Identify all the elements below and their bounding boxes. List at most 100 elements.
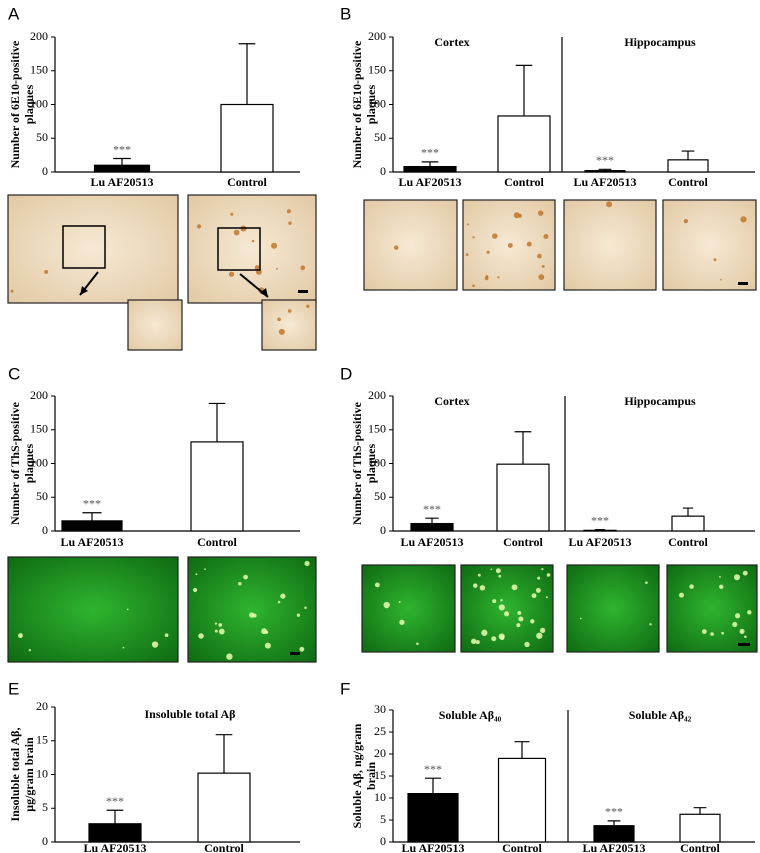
plaque-spot xyxy=(465,253,469,256)
panel-label: F xyxy=(340,679,350,698)
group-title: Hippocampus xyxy=(624,394,696,408)
plaque-spot xyxy=(233,229,240,236)
error-bar xyxy=(425,517,439,524)
plaque-spot xyxy=(214,629,218,633)
plaque-spot xyxy=(740,216,747,223)
y-tick-label: 50 xyxy=(36,130,48,144)
plaque-spot xyxy=(238,581,242,586)
x-tick-label: Lu AF20513 xyxy=(90,175,153,189)
plaque-spot xyxy=(504,611,510,617)
x-tick-label: Control xyxy=(227,175,267,189)
plaque-spot xyxy=(538,274,545,280)
x-tick-label: Lu AF20513 xyxy=(398,175,461,189)
plaque-spot xyxy=(472,236,475,239)
plaque-spot xyxy=(507,242,513,248)
y-tick-label: 150 xyxy=(30,63,48,77)
plaque-spot xyxy=(306,304,310,308)
error-bar xyxy=(681,150,695,160)
plaque-spot xyxy=(466,223,469,226)
significance: *** xyxy=(423,502,441,516)
arrow-head xyxy=(260,288,268,297)
plaque-spot xyxy=(481,629,488,636)
inset-box xyxy=(62,225,106,269)
y-tick-label: 100 xyxy=(368,96,386,110)
plaque-spot xyxy=(218,623,223,627)
y-axis-label: Insoluble total Aβ, xyxy=(8,727,22,821)
micrograph xyxy=(662,199,757,291)
panel-label: A xyxy=(8,4,20,23)
bar xyxy=(583,529,617,532)
group-title: Hippocampus xyxy=(624,35,696,49)
plaque-spot xyxy=(374,582,380,588)
significance: *** xyxy=(605,805,623,819)
panel-label: D xyxy=(340,364,352,383)
bar xyxy=(671,515,705,532)
plaque-spot xyxy=(17,633,23,639)
plaque-spot xyxy=(299,646,305,652)
error-bar xyxy=(598,168,612,171)
x-tick-label: Control xyxy=(503,535,543,549)
plaque-spot xyxy=(495,568,501,574)
x-tick-label: Lu AF20513 xyxy=(582,841,645,853)
y-tick-label: 200 xyxy=(368,29,386,43)
plaque-spot xyxy=(530,619,535,624)
bar xyxy=(584,170,626,173)
plaque-spot xyxy=(288,221,292,225)
error-bar xyxy=(515,64,533,116)
plaque-spot xyxy=(742,570,748,576)
y-tick-label: 0 xyxy=(380,834,386,848)
x-tick-label: Control xyxy=(680,841,720,853)
plaque-spot xyxy=(193,587,198,593)
bar xyxy=(410,522,454,532)
plaque-spot xyxy=(537,576,541,580)
plaque-spot xyxy=(491,636,497,642)
micrograph xyxy=(187,556,317,663)
plaque-spot xyxy=(498,574,502,578)
error-bar xyxy=(607,820,621,826)
plaque-spot xyxy=(286,209,291,214)
bar xyxy=(497,115,551,173)
bar xyxy=(667,159,709,173)
plaque-spot xyxy=(278,328,285,335)
plaque-spot xyxy=(500,635,505,641)
plaque-spot xyxy=(537,253,542,259)
plaque-spot xyxy=(713,258,717,262)
plaque-spot xyxy=(164,633,169,638)
plaque-spot xyxy=(720,278,722,281)
significance: *** xyxy=(83,497,101,511)
y-tick-label: 150 xyxy=(30,422,48,436)
micrograph xyxy=(563,199,657,291)
panel-label: E xyxy=(8,679,19,698)
y-tick-label: 25 xyxy=(374,724,386,738)
plaque-spot xyxy=(526,241,532,247)
plaque-spot xyxy=(254,265,260,270)
y-tick-label: 0 xyxy=(380,164,386,178)
bar xyxy=(197,772,251,843)
y-tick-label: 100 xyxy=(30,455,48,469)
plaque-spot xyxy=(277,317,281,322)
plaque-spot xyxy=(606,201,613,208)
plaque-spot xyxy=(230,212,234,216)
plaque-spot xyxy=(497,276,500,279)
plaque-spot xyxy=(539,627,546,634)
plaque-spot xyxy=(383,601,390,609)
x-tick-label: Control xyxy=(504,175,544,189)
y-tick-label: 200 xyxy=(30,29,48,43)
error-bar xyxy=(215,734,233,774)
plaque-spot xyxy=(524,641,530,648)
y-tick-label: 15 xyxy=(36,733,48,747)
bar xyxy=(407,792,459,843)
plaque-spot xyxy=(261,628,268,635)
plaque-spot xyxy=(416,642,419,645)
y-axis-label: Number of 6E10-positive xyxy=(350,40,364,168)
plaque-spot xyxy=(296,613,301,617)
arrow-head xyxy=(80,286,88,295)
plaque-spot xyxy=(243,574,248,580)
plaque-spot xyxy=(545,596,548,599)
plaque-spot xyxy=(500,598,503,602)
bar xyxy=(593,825,635,843)
plaque-spot xyxy=(486,250,490,254)
plaque-spot xyxy=(511,584,518,591)
scale-bar xyxy=(738,282,748,285)
micrograph xyxy=(566,564,660,653)
